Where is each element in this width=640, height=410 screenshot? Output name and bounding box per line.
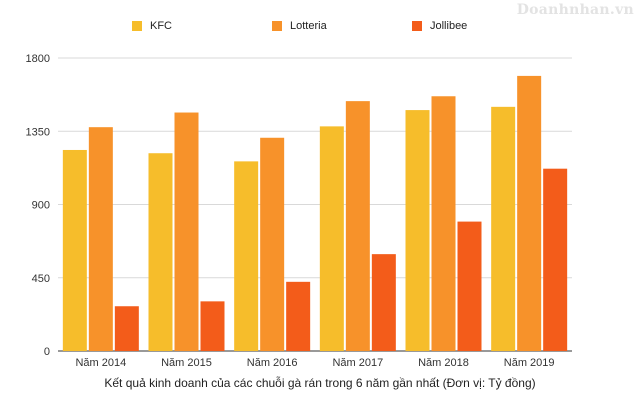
- bar-jollibee-2: [200, 301, 225, 351]
- x-tick-label: Năm 2015: [161, 357, 212, 369]
- bar-lotteria-6: [517, 75, 542, 352]
- watermark-logo: Doanhnhan.vn: [516, 2, 634, 18]
- bar-jollibee-6: [543, 168, 568, 351]
- x-tick-label: Năm 2019: [504, 357, 555, 369]
- chart-caption: Kết quả kinh doanh của các chuỗi gà rán …: [104, 376, 536, 390]
- legend-swatch-jollibee: [412, 21, 422, 31]
- legend-label-kfc: KFC: [150, 20, 172, 32]
- legend-label-jollibee: Jollibee: [430, 20, 468, 32]
- bar-kfc-5: [405, 110, 430, 351]
- y-tick-label: 1350: [26, 126, 50, 138]
- bar-kfc-2: [148, 153, 173, 351]
- bar-lotteria-1: [88, 127, 113, 351]
- bar-kfc-3: [234, 161, 259, 351]
- bar-jollibee-4: [371, 254, 396, 351]
- legend-item-lotteria: Lotteria: [272, 20, 327, 32]
- y-tick-label: 450: [32, 273, 50, 285]
- x-tick-label: Năm 2014: [75, 357, 126, 369]
- x-tick-label: Năm 2016: [247, 357, 298, 369]
- bar-lotteria-3: [260, 137, 285, 351]
- bar-kfc-4: [319, 126, 344, 351]
- legend-swatch-kfc: [132, 21, 142, 31]
- y-tick-label: 0: [44, 346, 50, 358]
- y-tick-label: 1800: [26, 53, 50, 65]
- bar-kfc-1: [62, 149, 87, 351]
- x-tick-label: Năm 2017: [332, 357, 383, 369]
- legend-item-jollibee: Jollibee: [412, 20, 467, 32]
- legend-swatch-lotteria: [272, 21, 282, 31]
- bar-lotteria-2: [174, 112, 199, 352]
- bar-lotteria-5: [431, 96, 456, 351]
- bar-jollibee-3: [286, 281, 311, 351]
- x-tick-label: Năm 2018: [418, 357, 469, 369]
- legend-item-kfc: KFC: [132, 20, 172, 32]
- bar-kfc-6: [491, 106, 516, 351]
- bar-jollibee-5: [457, 221, 482, 351]
- y-tick-label: 900: [32, 200, 50, 212]
- legend-label-lotteria: Lotteria: [290, 20, 327, 32]
- bar-jollibee-1: [114, 306, 139, 351]
- bar-lotteria-4: [345, 101, 370, 351]
